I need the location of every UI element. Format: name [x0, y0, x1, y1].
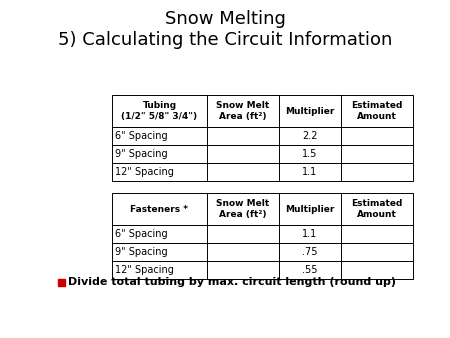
Text: 1.5: 1.5	[302, 149, 318, 159]
Text: Multiplier: Multiplier	[285, 106, 335, 116]
Bar	[112, 225, 413, 243]
Text: Tubing
(1/2" 5/8" 3/4"): Tubing (1/2" 5/8" 3/4")	[122, 101, 198, 121]
Text: 1.1: 1.1	[302, 229, 318, 239]
Text: 2.2: 2.2	[302, 131, 318, 141]
Bar	[112, 193, 413, 225]
Text: Snow Melt
Area (ft²): Snow Melt Area (ft²)	[216, 199, 270, 219]
Text: 9" Spacing: 9" Spacing	[115, 149, 167, 159]
Text: Fasteners *: Fasteners *	[130, 204, 189, 214]
Bar	[112, 243, 413, 261]
Text: 9" Spacing: 9" Spacing	[115, 247, 167, 257]
Text: .75: .75	[302, 247, 318, 257]
Text: Multiplier: Multiplier	[285, 204, 335, 214]
Bar	[112, 95, 413, 127]
Text: 6" Spacing: 6" Spacing	[115, 229, 167, 239]
Text: 1.1: 1.1	[302, 167, 318, 177]
Text: .55: .55	[302, 265, 318, 275]
Text: Snow Melting
5) Calculating the Circuit Information: Snow Melting 5) Calculating the Circuit …	[58, 10, 392, 49]
Text: Estimated
Amount: Estimated Amount	[351, 101, 403, 121]
Text: 6" Spacing: 6" Spacing	[115, 131, 167, 141]
Bar	[112, 145, 413, 163]
Text: 12" Spacing: 12" Spacing	[115, 265, 174, 275]
Bar	[112, 127, 413, 145]
Bar	[112, 163, 413, 181]
Text: Snow Melt
Area (ft²): Snow Melt Area (ft²)	[216, 101, 270, 121]
Text: Estimated
Amount: Estimated Amount	[351, 199, 403, 219]
Bar	[58, 279, 65, 286]
Bar	[112, 261, 413, 279]
Text: 12" Spacing: 12" Spacing	[115, 167, 174, 177]
Text: Divide total tubing by max. circuit length (round up): Divide total tubing by max. circuit leng…	[68, 277, 396, 287]
